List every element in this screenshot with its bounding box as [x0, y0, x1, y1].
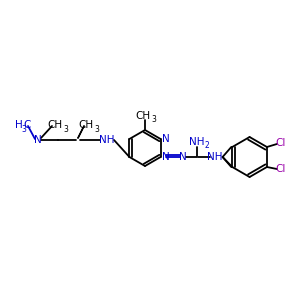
Text: Cl: Cl [276, 164, 286, 174]
Text: N: N [34, 135, 42, 145]
Text: NH: NH [99, 135, 115, 145]
Text: 3: 3 [21, 124, 26, 134]
Text: N: N [162, 152, 170, 162]
Text: Cl: Cl [276, 138, 286, 148]
Text: CH: CH [47, 120, 63, 130]
Text: N: N [179, 152, 187, 162]
Text: 3: 3 [152, 116, 156, 124]
Text: NH: NH [207, 152, 222, 162]
Text: 3: 3 [94, 124, 99, 134]
Text: CH: CH [135, 111, 151, 121]
Text: 2: 2 [204, 142, 209, 151]
Text: 3: 3 [64, 124, 68, 134]
Text: NH: NH [189, 137, 204, 147]
Text: C: C [23, 120, 31, 130]
Text: N: N [162, 134, 170, 144]
Text: CH: CH [78, 120, 94, 130]
Text: H: H [15, 120, 23, 130]
